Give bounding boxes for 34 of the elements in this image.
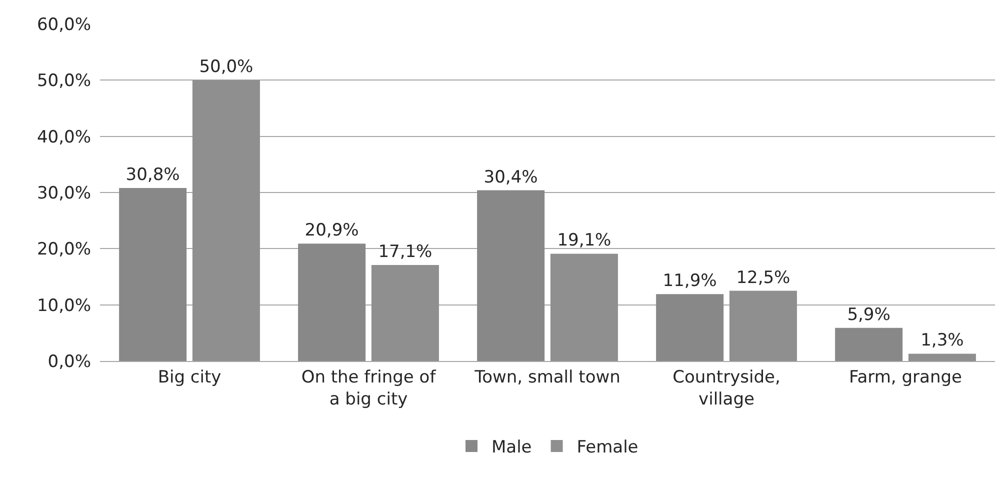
data-label: 50,0%: [199, 57, 254, 78]
x-tick-label: Countryside, village: [672, 367, 780, 410]
y-tick-label: 20,0%: [36, 240, 91, 260]
y-tick-label: 10,0%: [36, 296, 91, 316]
bar: [119, 188, 187, 361]
bar: [298, 244, 366, 361]
data-label: 5,9%: [847, 304, 890, 325]
data-label: 20,9%: [304, 220, 359, 241]
x-tick-label: Farm, grange: [849, 367, 962, 388]
y-tick-label: 40,0%: [36, 127, 91, 148]
data-label: 30,4%: [484, 167, 538, 188]
bar: [192, 80, 260, 361]
bar: [908, 354, 976, 361]
bar: [835, 328, 903, 361]
x-tick-label: Town, small town: [474, 367, 620, 388]
legend-label: Male: [492, 438, 532, 458]
data-label: 17,1%: [378, 242, 432, 262]
y-tick-label: 30,0%: [36, 183, 91, 204]
data-label: 1,3%: [920, 330, 964, 351]
y-tick-label: 0,0%: [48, 352, 91, 372]
x-tick-label: On the fringe of a big city: [301, 367, 437, 410]
bar: [371, 264, 439, 361]
legend-label: Female: [576, 438, 638, 458]
data-label: 19,1%: [557, 230, 612, 251]
bar: [477, 190, 545, 361]
x-tick-label: Big city: [158, 367, 222, 388]
y-tick-label: 60,0%: [36, 14, 91, 35]
bar: [656, 294, 724, 361]
bar: [550, 254, 618, 361]
y-tick-label: 50,0%: [36, 71, 91, 92]
data-label: 12,5%: [736, 268, 790, 288]
data-label: 11,9%: [662, 271, 717, 292]
bar: [729, 290, 797, 361]
data-label: 30,8%: [126, 165, 180, 186]
